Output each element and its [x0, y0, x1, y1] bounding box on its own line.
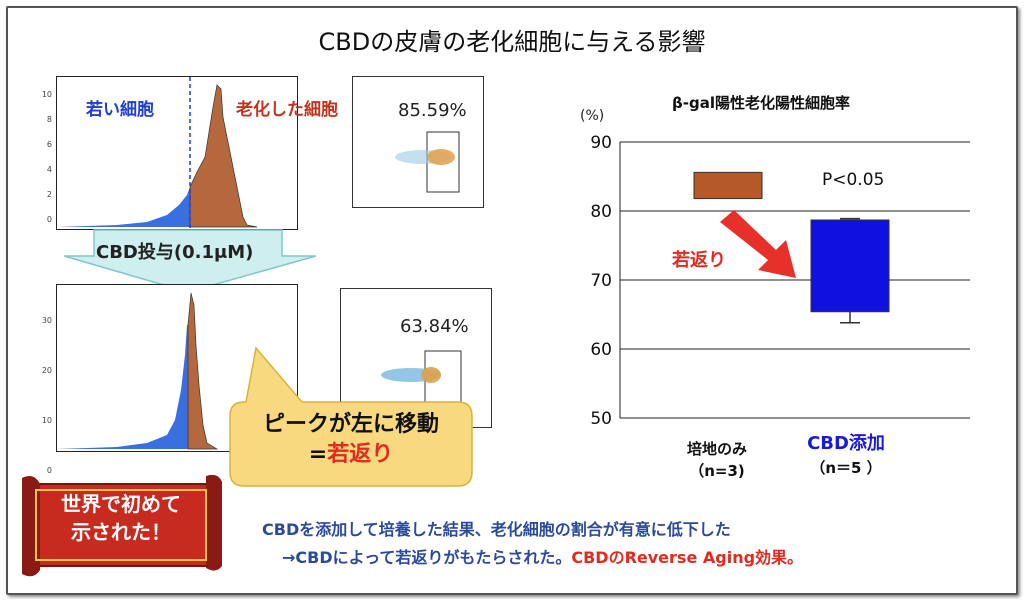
category-name: CBD添加: [807, 433, 885, 454]
young-cell-area: [57, 325, 188, 449]
category-label-2: CBD添加 （n＝5 ）: [796, 432, 896, 480]
old-cell-area: [187, 292, 219, 450]
rejuvenation-label: 若返り: [672, 250, 726, 271]
top-histogram-plot: [57, 77, 258, 229]
conclusion-line2-red: CBDのReverse Aging効果。: [571, 548, 804, 567]
top-histogram-ticks: 10 8 6 4 2 0: [38, 82, 52, 232]
bottom-scatter-dots: [381, 350, 462, 408]
y-tick-label: 80: [590, 202, 612, 222]
callout-line2: =若返り: [308, 442, 394, 467]
conclusion-line2-blue: →CBDによって若返りがもたらされた。: [282, 548, 572, 567]
bar: [810, 219, 890, 313]
callout-text: ピークが左に移動 =若返り: [232, 410, 470, 470]
tick: 0: [46, 215, 52, 224]
top-histogram: [56, 76, 298, 230]
y-tick-label: 60: [590, 340, 612, 360]
tick: 0: [46, 466, 52, 475]
category-label-1: 培地のみ （n=3): [672, 438, 762, 482]
p-value-label: P<0.05: [822, 170, 885, 190]
conclusion-line2: →CBDによって若返りがもたらされた。CBDのReverse Aging効果。: [282, 544, 803, 568]
category-name: 培地のみ: [686, 440, 747, 458]
callout-line1: ピークが左に移動: [262, 412, 439, 437]
tick: 6: [46, 140, 52, 149]
bar-chart: 90 80 70 60 50: [590, 133, 970, 429]
top-scatter-percent: 85.59%: [398, 100, 467, 121]
scroll-text: 世界で初めて 示された！: [36, 490, 206, 546]
bottom-histogram-ticks: 30 20 10 0: [38, 296, 52, 496]
top-scatter-plot: [352, 76, 484, 208]
cbd-arrow-banner: [63, 229, 317, 293]
scroll-line2: 示された！: [71, 520, 171, 544]
tick: 30: [41, 316, 52, 325]
scroll-badge: [22, 474, 222, 577]
conclusion-line1: CBDを添加して培養した結果、老化細胞の割合が有意に低下した: [262, 520, 731, 539]
bottom-histogram-plot: [57, 292, 219, 450]
young-cell-area: [57, 187, 190, 227]
category-n: （n＝5 ）: [810, 459, 882, 477]
tick: 10: [41, 90, 52, 99]
tick: 10: [41, 416, 52, 425]
tick: 2: [46, 190, 52, 199]
category-n: （n=3): [689, 462, 745, 480]
top-scatter-dots: [395, 131, 460, 193]
young-cell-label: 若い細胞: [86, 100, 154, 120]
bottom-scatter-percent: 63.84%: [400, 316, 469, 337]
rejuvenation-arrow: [720, 210, 796, 278]
y-tick-label: 70: [590, 271, 612, 291]
old-cell-area: [189, 84, 258, 228]
y-tick-label: 90: [590, 133, 612, 153]
scroll-line1: 世界で初めて: [61, 492, 181, 516]
tick: 8: [46, 115, 52, 124]
tick: 4: [46, 165, 52, 174]
cbd-dose-label: CBD投与(0.1μM): [96, 242, 254, 263]
bar: [693, 171, 763, 200]
y-tick-label: 50: [590, 409, 612, 429]
callout-bubble: [229, 346, 473, 487]
y-axis-label: (%): [580, 108, 605, 124]
chart-title: β-gal陽性老化陽性細胞率: [672, 94, 850, 112]
old-cell-label: 老化した細胞: [236, 100, 338, 120]
tick: 20: [41, 366, 52, 375]
slide-title: CBDの皮膚の老化細胞に与える影響: [318, 28, 706, 56]
